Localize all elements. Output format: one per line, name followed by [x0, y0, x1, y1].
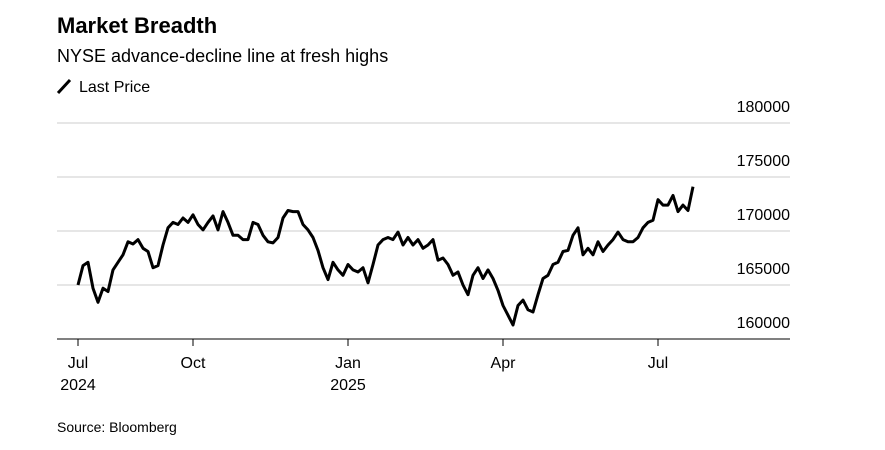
x-tick-label: Oct	[181, 355, 206, 372]
y-tick-label: 180000	[737, 99, 790, 116]
y-tick-label: 160000	[737, 315, 790, 332]
x-tick-label: Jul	[648, 355, 668, 372]
legend-swatch	[56, 78, 72, 95]
chart-subtitle: NYSE advance-decline line at fresh highs	[57, 46, 388, 66]
x-tick-label: Apr	[491, 355, 517, 372]
legend-label: Last Price	[79, 79, 150, 96]
price-line	[76, 186, 695, 327]
y-tick-label: 170000	[737, 207, 790, 224]
x-tick-label: Jul	[68, 355, 88, 372]
chart-title: Market Breadth	[57, 13, 217, 38]
source: Source: Bloomberg	[57, 419, 177, 435]
y-tick-label: 175000	[737, 153, 790, 170]
y-tick-label: 165000	[737, 261, 790, 278]
x-tick-year: 2025	[330, 377, 366, 394]
x-tick-year: 2024	[60, 377, 96, 394]
x-tick-label: Jan	[335, 355, 361, 372]
